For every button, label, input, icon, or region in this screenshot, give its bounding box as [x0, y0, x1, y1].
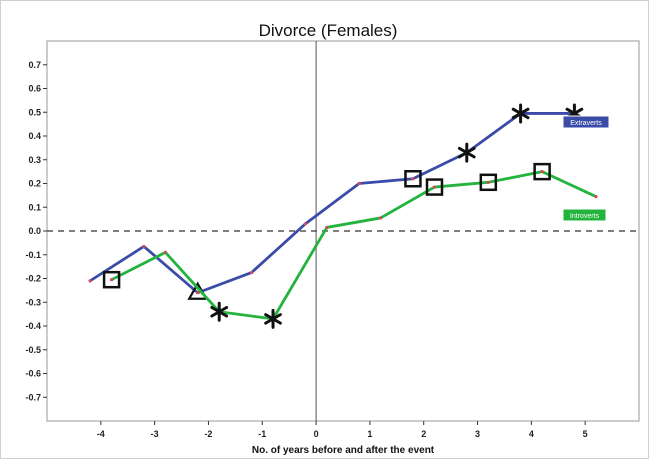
y-tick-label: -0.2 — [25, 274, 41, 284]
y-tick-label: 0.1 — [28, 202, 41, 212]
y-tick-label: -0.3 — [25, 297, 41, 307]
x-tick-label: 0 — [314, 429, 319, 439]
data-point — [142, 244, 146, 249]
data-point — [88, 279, 92, 283]
data-point — [411, 177, 415, 181]
data-point — [109, 278, 114, 282]
square-marker — [425, 178, 444, 196]
legend-item-introverts: Introverts — [562, 208, 607, 222]
y-tick-label: 0.2 — [28, 179, 41, 189]
y-tick-label: 0.0 — [28, 226, 41, 236]
chart-title: Divorce (Females) — [259, 21, 398, 40]
y-tick-label: 0.7 — [28, 60, 41, 70]
data-point — [357, 181, 361, 186]
y-tick-label: -0.5 — [25, 345, 41, 355]
y-axis: 0.7 0.6 0.5 0.4 0.3 0.2 0.1 0.0 -0.1 -0.2 -0.3 -0.4… — [25, 60, 47, 402]
reference-lines — [47, 41, 639, 421]
series-layer — [88, 103, 598, 329]
legend-swatch — [562, 115, 610, 129]
star-marker — [511, 103, 530, 124]
star-marker — [457, 142, 476, 163]
y-tick-label: 0.6 — [28, 84, 41, 94]
data-point — [379, 216, 383, 220]
legend-label: Introverts — [570, 213, 600, 220]
data-point — [486, 180, 490, 184]
y-tick-label: -0.6 — [25, 369, 41, 379]
legend-label: Extraverts — [570, 120, 602, 127]
legend-swatch — [562, 208, 607, 222]
data-point — [325, 225, 329, 230]
y-tick-label: 0.4 — [28, 131, 41, 141]
star-marker — [210, 301, 229, 322]
legend-item-extraverts: Extraverts — [562, 115, 610, 129]
legend: Extraverts Introverts — [562, 115, 610, 222]
y-tick-label: -0.1 — [25, 250, 41, 260]
series-line — [89, 112, 575, 295]
x-tick-label: 4 — [529, 429, 534, 439]
square-marker — [479, 173, 498, 192]
x-tick-label: -4 — [97, 429, 105, 439]
data-point — [163, 250, 167, 254]
x-tick-label: 2 — [421, 429, 426, 439]
x-tick-label: 3 — [475, 429, 480, 439]
x-tick-label: 1 — [367, 429, 372, 439]
data-point — [432, 185, 437, 189]
y-tick-label: 0.5 — [28, 107, 41, 117]
square-marker — [404, 170, 422, 188]
y-tick-label: 0.3 — [28, 155, 41, 165]
data-point — [303, 222, 307, 226]
square-marker — [102, 270, 121, 289]
series-introverts — [102, 162, 598, 329]
x-axis: -4 -3 -2 -1 0 1 2 3 4 5 — [97, 421, 588, 439]
series-line — [110, 170, 597, 321]
square-marker — [533, 162, 551, 181]
y-tick-label: -0.7 — [25, 392, 41, 402]
data-point — [196, 291, 200, 295]
star-marker — [264, 308, 282, 329]
x-tick-label: -3 — [151, 429, 159, 439]
x-axis-label: No. of years before and after the event — [252, 445, 435, 456]
x-tick-label: 5 — [583, 429, 588, 439]
data-point — [540, 170, 544, 174]
y-tick-label: -0.4 — [25, 321, 41, 331]
series-extraverts — [88, 103, 584, 300]
x-tick-label: -2 — [204, 429, 212, 439]
data-point — [594, 194, 598, 199]
x-tick-label: -1 — [258, 429, 266, 439]
data-point — [249, 270, 254, 275]
